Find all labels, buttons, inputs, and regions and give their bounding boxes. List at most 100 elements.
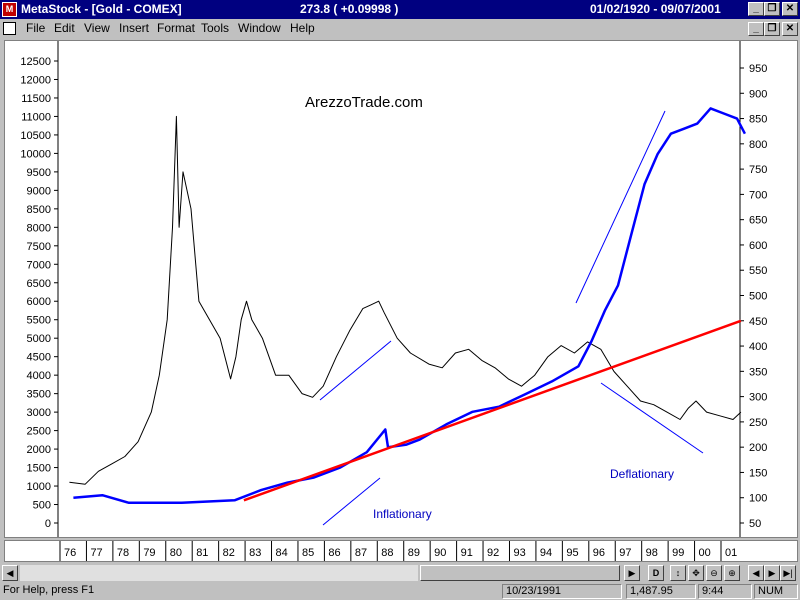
x-tick-label: 84	[276, 547, 288, 559]
vertical-scale-icon[interactable]: ↕	[670, 565, 686, 581]
menu-edit[interactable]: Edit	[54, 21, 75, 35]
horizontal-scrollbar[interactable]: ◀ ▶ D ↕ ✥ ⊖ ⊕ ◀ ▶ ▶|	[2, 564, 798, 582]
x-axis-strip: 76 77 78 79 80 81 82 83 84 85 86 87 88 89 90 91 92 93 94 95…	[4, 540, 798, 562]
x-tick-label: 88	[381, 547, 393, 559]
doc-minimize-button[interactable]: _	[748, 22, 764, 36]
right-tick-label: 900	[749, 88, 767, 100]
zoom-out-icon[interactable]: ⊖	[706, 565, 722, 581]
gold-vs-dow-chart[interactable]: 12500 12000 11500 11000 10500 10000 9500 9000 85…	[5, 41, 797, 537]
left-tick-label: 9000	[27, 185, 51, 197]
left-tick-label: 1500	[27, 463, 51, 475]
page-left-icon[interactable]: ◀	[748, 565, 764, 581]
x-tick-label: 92	[487, 547, 499, 559]
metastock-logo-icon[interactable]: M	[2, 2, 17, 17]
x-tick-label: 85	[302, 547, 314, 559]
deflationary-label: Deflationary	[610, 467, 674, 481]
scroll-track[interactable]	[20, 565, 418, 581]
menu-view[interactable]: View	[84, 21, 110, 35]
x-tick-label: 99	[672, 547, 684, 559]
right-tick-label: 500	[749, 291, 767, 303]
x-tick-label: 76	[64, 547, 76, 559]
inflation-guide-line-lower	[322, 477, 381, 526]
zoom-in-icon[interactable]: ⊕	[724, 565, 740, 581]
right-tick-label: 450	[749, 316, 767, 328]
end-icon[interactable]: ▶|	[780, 565, 796, 581]
left-tick-label: 7000	[27, 259, 51, 271]
document-icon[interactable]	[3, 22, 16, 35]
doc-restore-button[interactable]: ❐	[764, 22, 780, 36]
status-value: 1,487.95	[626, 584, 696, 599]
right-tick-label: 800	[749, 139, 767, 151]
menu-tools[interactable]: Tools	[201, 21, 230, 35]
x-tick-label: 90	[434, 547, 446, 559]
left-tick-label: 8500	[27, 204, 51, 216]
right-tick-label: 850	[749, 114, 767, 126]
left-tick-label: 11500	[21, 93, 51, 105]
restore-button[interactable]: ❐	[764, 2, 780, 16]
watermark-text: ArezzoTrade.com	[305, 94, 423, 111]
menu-format[interactable]: Format	[157, 21, 196, 35]
x-tick-label: 94	[540, 547, 552, 559]
menu-insert[interactable]: Insert	[119, 21, 150, 35]
page-right-icon[interactable]: ▶	[764, 565, 780, 581]
doc-close-button[interactable]: ✕	[782, 22, 798, 36]
menu-help[interactable]: Help	[290, 21, 315, 35]
x-tick-label: 80	[170, 547, 182, 559]
left-axis: 12500 12000 11500 11000 10500 10000 9500 9000 85…	[20, 56, 58, 530]
right-tick-label: 150	[749, 467, 767, 479]
x-tick-label: 78	[117, 547, 129, 559]
status-bar: For Help, press F1 10/23/1991 1,487.95 9…	[0, 583, 800, 600]
x-tick-label: 95	[566, 547, 578, 559]
status-help-text: For Help, press F1	[3, 584, 95, 596]
x-tick-label: 98	[646, 547, 658, 559]
left-tick-label: 12000	[20, 74, 51, 86]
chart-panel[interactable]: 12500 12000 11500 11000 10500 10000 9500 9000 85…	[4, 40, 798, 538]
window-title: MetaStock - [Gold - COMEX]	[21, 2, 182, 16]
left-tick-label: 6000	[27, 296, 51, 308]
density-d-button[interactable]: D	[648, 565, 664, 581]
move-icon[interactable]: ✥	[688, 565, 704, 581]
right-axis: 950 900 850 800 750 700 650 600 550 500 450 400 350 3…	[740, 63, 767, 530]
series-layer	[69, 107, 747, 505]
right-tick-label: 250	[749, 417, 767, 429]
dow-series-line	[69, 115, 742, 485]
left-tick-label: 500	[33, 500, 51, 512]
left-tick-label: 3000	[27, 407, 51, 419]
x-tick-label: 93	[513, 547, 525, 559]
status-date: 10/23/1991	[502, 584, 622, 599]
right-tick-label: 750	[749, 164, 767, 176]
window-titlebar: M MetaStock - [Gold - COMEX] 273.8 ( +0.…	[0, 0, 800, 19]
left-tick-label: 10000	[20, 148, 51, 160]
left-tick-label: 9500	[27, 167, 51, 179]
right-tick-label: 50	[749, 518, 761, 530]
close-button[interactable]: ✕	[782, 2, 798, 16]
left-tick-label: 11000	[21, 111, 51, 123]
menu-bar: File Edit View Insert Format Tools Windo…	[0, 19, 800, 38]
left-tick-label: 12500	[20, 56, 51, 68]
left-tick-label: 2500	[27, 426, 51, 438]
scroll-right-icon[interactable]: ▶	[624, 565, 640, 581]
left-tick-label: 5500	[27, 315, 51, 327]
x-axis: 76 77 78 79 80 81 82 83 84 85 86 87 88 89 90 91 92 93 94 95…	[59, 541, 737, 561]
date-range-readout: 01/02/1920 - 09/07/2001	[590, 2, 721, 16]
inflationary-label: Inflationary	[373, 507, 432, 521]
scroll-left-icon[interactable]: ◀	[2, 565, 18, 581]
x-tick-label: 81	[196, 547, 208, 559]
right-tick-label: 100	[749, 493, 767, 505]
left-tick-label: 8000	[27, 222, 51, 234]
right-tick-label: 650	[749, 215, 767, 227]
status-time: 9:44	[698, 584, 752, 599]
x-tick-label: 97	[619, 547, 631, 559]
menu-file[interactable]: File	[26, 21, 46, 35]
x-tick-label: 87	[355, 547, 367, 559]
left-tick-label: 10500	[20, 130, 51, 142]
x-tick-label: 86	[328, 547, 340, 559]
right-tick-label: 950	[749, 63, 767, 75]
right-tick-label: 700	[749, 189, 767, 201]
x-tick-label: 83	[249, 547, 261, 559]
minimize-button[interactable]: _	[748, 2, 764, 16]
x-tick-label: 00	[699, 547, 711, 559]
menu-window[interactable]: Window	[238, 21, 281, 35]
left-tick-label: 4500	[27, 352, 51, 364]
scroll-thumb[interactable]	[420, 565, 620, 581]
